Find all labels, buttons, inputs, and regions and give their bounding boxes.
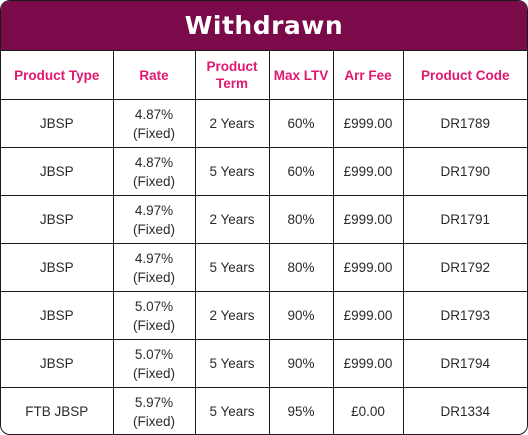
cell-product-type: JBSP <box>1 243 114 292</box>
cell-term: 5 Years <box>194 387 270 434</box>
table-row: JBSP 4.97% (Fixed) 5 Years 80% £999.00 DR… <box>1 243 527 292</box>
cell-term: 2 Years <box>194 291 270 340</box>
rate-type: (Fixed) <box>132 173 175 189</box>
cell-rate: 4.87% (Fixed) <box>112 147 196 196</box>
cell-rate: 5.97% (Fixed) <box>112 387 196 434</box>
rate-type: (Fixed) <box>132 413 175 429</box>
rate-value: 5.07% <box>134 346 174 362</box>
rate-value: 5.97% <box>134 394 174 410</box>
cell-rate: 4.97% (Fixed) <box>112 195 196 244</box>
cell-arr-fee: £999.00 <box>332 99 404 148</box>
cell-product-type: JBSP <box>1 195 114 244</box>
rate-type: (Fixed) <box>132 365 175 381</box>
rate-value: 4.87% <box>134 154 174 170</box>
rate-value: 4.97% <box>134 202 174 218</box>
header-product-type: Product Type <box>1 51 114 100</box>
products-table: Product Type Rate Product Term Max LTV A… <box>1 51 527 434</box>
cell-max-ltv: 60% <box>268 99 334 148</box>
cell-arr-fee: £0.00 <box>332 387 404 434</box>
header-rate: Rate <box>112 51 196 100</box>
cell-max-ltv: 90% <box>268 291 334 340</box>
cell-term: 5 Years <box>194 339 270 388</box>
table-row: FTB JBSP 5.97% (Fixed) 5 Years 95% £0.00 … <box>1 387 527 434</box>
table-row: JBSP 5.07% (Fixed) 5 Years 90% £999.00 DR… <box>1 339 527 388</box>
header-max-ltv: Max LTV <box>268 51 334 100</box>
rate-value: 4.97% <box>134 250 174 266</box>
cell-arr-fee: £999.00 <box>332 243 404 292</box>
cell-term: 5 Years <box>194 147 270 196</box>
table-header-row: Product Type Rate Product Term Max LTV A… <box>1 51 527 100</box>
page-title: Withdrawn <box>184 11 344 40</box>
cell-product-code: DR1791 <box>402 195 527 244</box>
rate-type: (Fixed) <box>132 317 175 333</box>
cell-arr-fee: £999.00 <box>332 339 404 388</box>
cell-product-type: JBSP <box>1 99 114 148</box>
cell-product-type: FTB JBSP <box>1 387 114 434</box>
rate-value: 4.87% <box>134 106 174 122</box>
header-product-term-line2: Term <box>215 76 248 91</box>
cell-product-code: DR1792 <box>402 243 527 292</box>
rate-value: 5.07% <box>134 298 174 314</box>
header-product-term: Product Term <box>194 51 270 100</box>
cell-rate: 5.07% (Fixed) <box>112 291 196 340</box>
cell-max-ltv: 80% <box>268 195 334 244</box>
cell-max-ltv: 90% <box>268 339 334 388</box>
table-row: JBSP 4.87% (Fixed) 2 Years 60% £999.00 DR… <box>1 99 527 148</box>
header-product-code: Product Code <box>402 51 527 100</box>
cell-rate: 4.97% (Fixed) <box>112 243 196 292</box>
table-row: JBSP 4.87% (Fixed) 5 Years 60% £999.00 DR… <box>1 147 527 196</box>
rate-type: (Fixed) <box>132 125 175 141</box>
cell-product-code: DR1790 <box>402 147 527 196</box>
cell-rate: 4.87% (Fixed) <box>112 99 196 148</box>
header-product-term-line1: Product <box>206 59 258 74</box>
table-row: JBSP 4.97% (Fixed) 2 Years 80% £999.00 DR… <box>1 195 527 244</box>
cell-arr-fee: £999.00 <box>332 291 404 340</box>
cell-term: 2 Years <box>194 99 270 148</box>
cell-arr-fee: £999.00 <box>332 147 404 196</box>
cell-arr-fee: £999.00 <box>332 195 404 244</box>
cell-product-code: DR1793 <box>402 291 527 340</box>
cell-product-code: DR1789 <box>402 99 527 148</box>
cell-product-type: JBSP <box>1 291 114 340</box>
cell-max-ltv: 80% <box>268 243 334 292</box>
cell-rate: 5.07% (Fixed) <box>112 339 196 388</box>
rate-type: (Fixed) <box>132 269 175 285</box>
header-arr-fee: Arr Fee <box>332 51 404 100</box>
cell-term: 5 Years <box>194 243 270 292</box>
table-row: JBSP 5.07% (Fixed) 2 Years 90% £999.00 DR… <box>1 291 527 340</box>
cell-product-code: DR1794 <box>402 339 527 388</box>
rate-type: (Fixed) <box>132 221 175 237</box>
cell-product-type: JBSP <box>1 339 114 388</box>
cell-max-ltv: 95% <box>268 387 334 434</box>
cell-product-type: JBSP <box>1 147 114 196</box>
cell-max-ltv: 60% <box>268 147 334 196</box>
cell-term: 2 Years <box>194 195 270 244</box>
cell-product-code: DR1334 <box>402 387 527 434</box>
title-bar: Withdrawn <box>1 1 527 51</box>
